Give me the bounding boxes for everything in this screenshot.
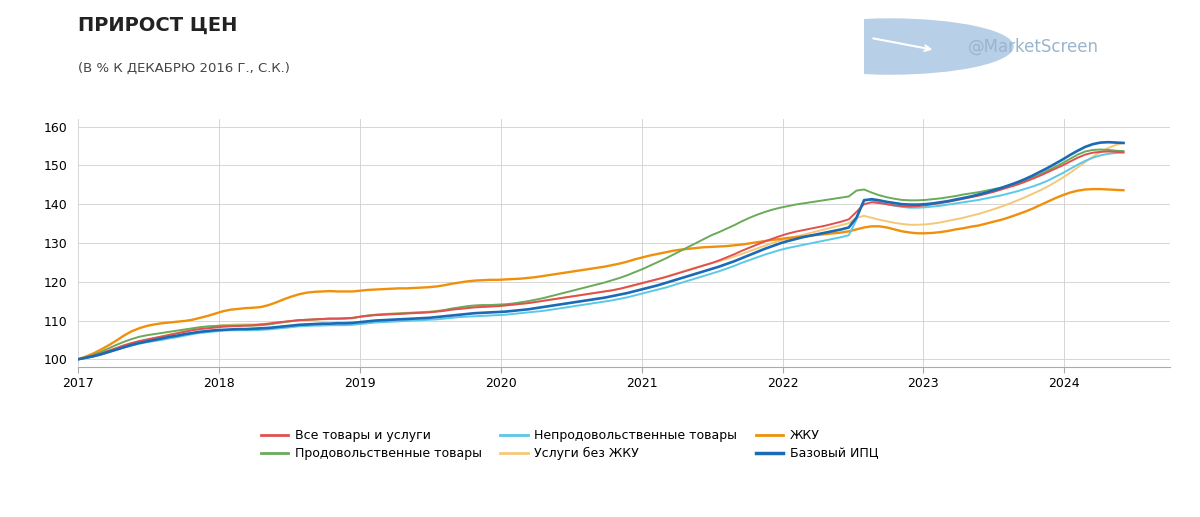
Legend: Все товары и услуги, Продовольственные товары, Непродовольственные товары, Услуг: Все товары и услуги, Продовольственные т…	[256, 424, 883, 465]
Circle shape	[767, 19, 1013, 74]
Text: ПРИРОСТ ЦЕН: ПРИРОСТ ЦЕН	[78, 16, 238, 35]
Text: (В % К ДЕКАБРЮ 2016 Г., С.К.): (В % К ДЕКАБРЮ 2016 Г., С.К.)	[78, 62, 290, 75]
Text: @MarketScreen: @MarketScreen	[967, 38, 1099, 55]
